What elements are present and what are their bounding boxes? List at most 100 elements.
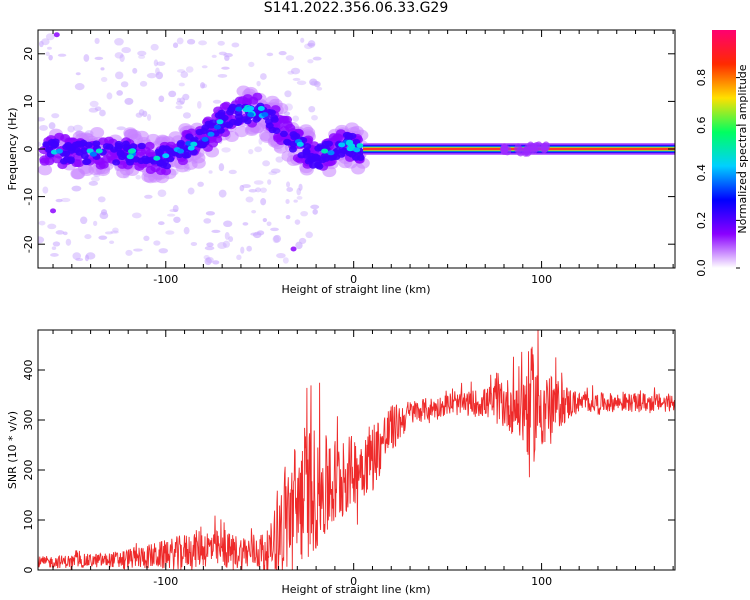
spectrogram-cell (167, 150, 176, 157)
snr-xtick-label: 100 (531, 575, 552, 588)
spectrogram-xtick-label: 0 (350, 273, 357, 286)
spectrogram-cell (60, 134, 71, 143)
snr-xtick-label: 0 (350, 575, 357, 588)
spectrogram-peak (353, 147, 361, 153)
spectrogram-noise-cell (217, 73, 228, 78)
spectrogram-noise-cell (156, 61, 166, 66)
spectrogram-noise-cell (312, 208, 318, 215)
spectrogram-noise-cell (38, 153, 43, 157)
spectrogram-noise-cell (131, 212, 142, 219)
spectrogram-noise-cell (221, 66, 230, 70)
spectrogram-ytick-label: -20 (22, 235, 35, 253)
spectrogram-noise-cell (285, 199, 290, 205)
spectrogram-cell (65, 144, 74, 151)
spectrogram-noise-cell (206, 242, 214, 247)
spectrogram-noise-cell (94, 37, 100, 45)
spectrogram-cell (268, 126, 277, 134)
spectrogram-cell (156, 149, 165, 156)
spectrogram-noise-cell (222, 240, 231, 248)
spectrogram-noise-cell (251, 210, 257, 214)
spectrogram-cell (279, 130, 288, 138)
spectrogram-noise-cell (285, 215, 291, 220)
spectrogram-noise-cell (157, 221, 165, 226)
spectrogram-noise-cell (146, 114, 152, 121)
spectrogram-noise-cell (120, 81, 129, 88)
spectrogram-noise-cell (309, 78, 318, 86)
spectrogram-noise-cell (228, 169, 237, 175)
spectrogram-noise-cell (75, 72, 81, 76)
spectrogram-peak (207, 131, 215, 137)
spectrogram-noise-cell (290, 67, 301, 75)
spectrogram-noise-cell (47, 223, 57, 230)
spectrogram-noise-cell (304, 43, 313, 50)
spectrogram-peak (296, 141, 304, 147)
spectrogram-noise-cell (286, 187, 294, 192)
spectrogram-noise-cell (138, 54, 146, 59)
spectrogram-noise-cell (266, 221, 272, 227)
spectrogram-noise-cell (212, 99, 222, 104)
spectrogram-noise-cell (187, 187, 195, 195)
spectrogram-noise-cell (176, 69, 186, 73)
spectrogram-noise-cell (48, 54, 53, 61)
spectrogram-cell (145, 166, 156, 175)
spectrogram-noise-cell (260, 198, 267, 206)
spectrogram-heatmap (38, 32, 675, 266)
spectrogram-noise-cell (282, 257, 289, 264)
spectrogram-cell (127, 129, 142, 142)
spectrogram-noise-cell (88, 181, 99, 186)
spectrogram-cell (279, 115, 290, 124)
spectrogram-noise-cell (85, 252, 96, 260)
spectrogram-cell (72, 146, 81, 154)
spectrogram-noise-cell (38, 141, 42, 147)
spectrogram-noise-cell (52, 241, 61, 247)
spectrogram-noise-cell (157, 189, 167, 197)
spectrogram-noise-cell (307, 59, 314, 64)
spectrogram-noise-cell (300, 37, 305, 43)
spectrogram-noise-cell (146, 72, 157, 79)
spectrogram-cell (95, 161, 106, 170)
spectrogram-cell (301, 126, 316, 139)
spectrogram-cell (270, 116, 279, 123)
spectrogram-cell (181, 152, 190, 159)
spectrogram-noise-cell (310, 80, 319, 86)
spectrogram-noise-cell (295, 241, 303, 250)
spectrogram-cell (199, 127, 208, 135)
spectrogram-peak (216, 119, 224, 125)
spectrogram-noise-cell (197, 101, 202, 109)
spectrogram-cell (63, 155, 72, 163)
spectrogram-noise-cell (268, 171, 278, 176)
spectrogram-noise-cell (38, 117, 46, 122)
spectrogram-ylabel: Frequency (Hz) (6, 108, 19, 191)
spectrogram-noise-cell (208, 170, 213, 174)
spectrogram-noise-cell (248, 61, 255, 68)
spectrogram-cell (161, 167, 172, 176)
spectrogram-cell (74, 140, 83, 147)
spectrogram-noise-cell (41, 38, 50, 46)
snr-ytick-label: 100 (22, 510, 35, 531)
colorbar-tick-label: 0.2 (695, 212, 708, 230)
spectrogram-carrier-blob (540, 142, 549, 153)
spectrogram-noise-cell (218, 163, 225, 172)
spectrogram-noise-cell (285, 55, 295, 61)
spectrogram-noise-cell (262, 160, 271, 167)
spectrogram-peak (177, 148, 185, 154)
spectrogram-peak (338, 142, 346, 148)
spectrogram-noise-cell (182, 112, 192, 119)
spectrogram-noise-cell (204, 245, 215, 251)
spectrogram-noise-cell (168, 90, 177, 98)
spectrogram-noise-cell (275, 156, 284, 163)
spectrogram-cell (237, 96, 248, 105)
spectrogram-noise-cell (267, 179, 272, 185)
spectrogram-noise-cell (179, 97, 186, 105)
spectrogram-noise-cell (254, 146, 263, 153)
spectrogram-noise-cell (250, 232, 259, 236)
spectrogram-cell (51, 141, 60, 149)
spectrogram-peak (327, 150, 335, 156)
spectrogram-peak (247, 112, 255, 118)
spectrogram-noise-cell (150, 43, 159, 51)
spectrogram-noise-cell (106, 92, 113, 100)
snr-ytick-label: 300 (22, 410, 35, 431)
spectrogram-noise-cell (200, 82, 206, 89)
spectrogram-cell (112, 159, 121, 166)
